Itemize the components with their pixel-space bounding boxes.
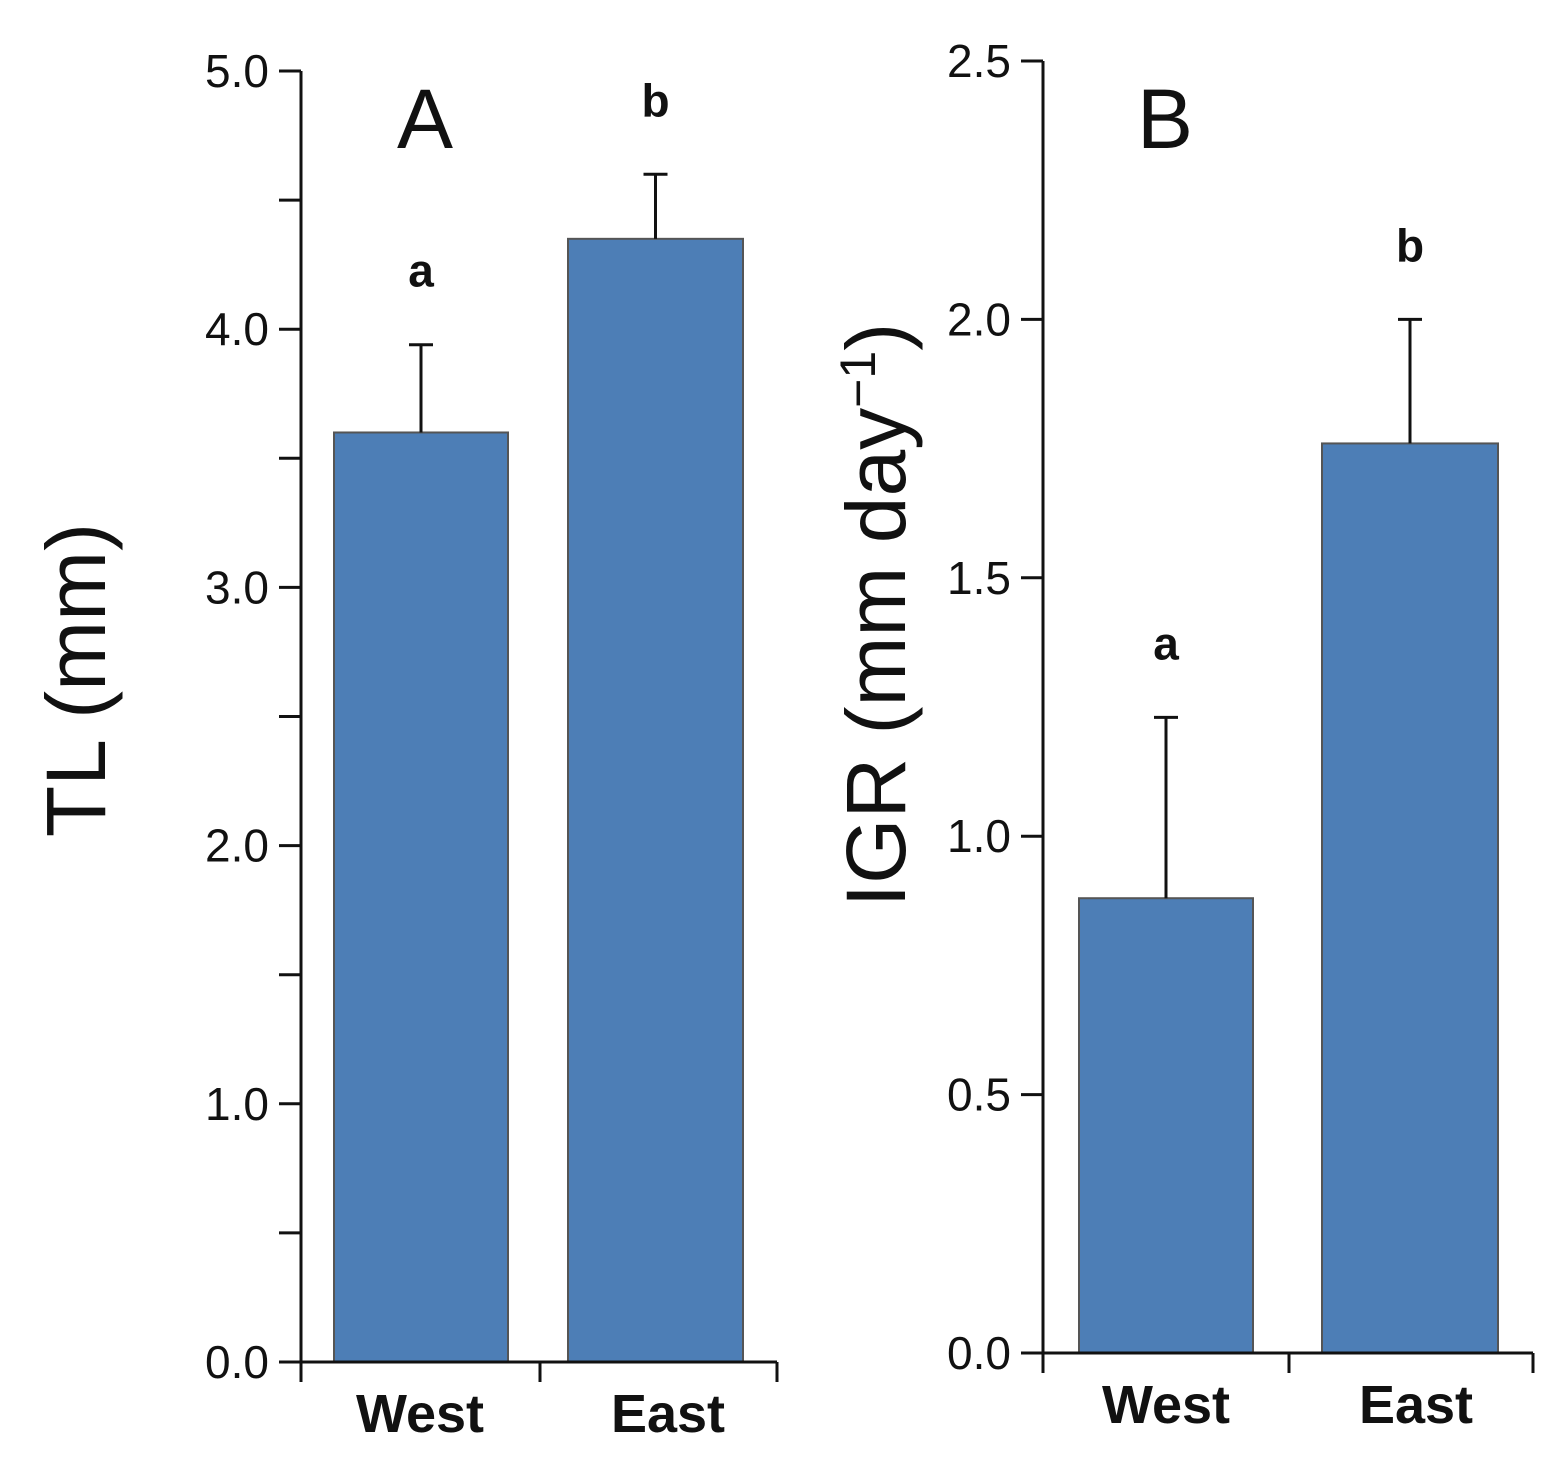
panel-b-y-tick-label: 2.0 (947, 293, 1011, 345)
panel-b-sig-label-west: a (1153, 617, 1179, 669)
panel-a-x-tick-label-west: West (356, 1384, 484, 1444)
panel-a-y-tick-label: 1.0 (205, 1078, 269, 1130)
panel-a-sig-label-east: b (641, 74, 669, 126)
panel-b-letter: B (1137, 72, 1193, 166)
panel-b-y-tick-label: 0.5 (947, 1069, 1011, 1121)
panel-a-sig-label-west: a (408, 245, 434, 297)
panel-a-y-tick-label: 3.0 (205, 561, 269, 613)
panel-a-bar-west (333, 431, 509, 1364)
panel-b: a b 0.0 0.5 1.0 1.5 2.0 2.5 West East B IGR (mm day… (829, 35, 1535, 1435)
panel-b-y-tick-label: 0.0 (947, 1327, 1011, 1379)
panel-b-x-tick-label-west: West (1102, 1375, 1230, 1435)
panel-a-y-axis-title: TL (mm) (29, 523, 123, 837)
panel-b-x-tick-label-east: East (1359, 1375, 1473, 1435)
panel-a-letter: A (397, 72, 453, 166)
panel-b-y-axis-title-main: IGR (mm day (829, 408, 923, 907)
panel-b-y-axis-title-sup: −1 (830, 351, 886, 408)
panel-a-y-tick-label: 2.0 (205, 820, 269, 872)
panel-b-bar-east (1321, 442, 1499, 1354)
panel-a-x-tick-label-east: East (611, 1384, 725, 1444)
panel-b-y-tick-label: 1.5 (947, 552, 1011, 604)
panel-a: a b 0.0 1.0 2.0 3.0 4.0 5.0 West East A TL (mm) (29, 45, 779, 1444)
panel-a-bar-east (567, 237, 744, 1364)
panel-b-bar-west (1078, 897, 1254, 1354)
panel-a-y-tick-label: 4.0 (205, 303, 269, 355)
panel-b-sig-label-east: b (1396, 219, 1424, 271)
panel-b-y-axis-title: IGR (mm day−1) (829, 323, 923, 907)
panel-a-y-tick-label: 5.0 (205, 45, 269, 97)
panel-b-y-tick-label: 1.0 (947, 810, 1011, 862)
panel-b-y-axis-title-close: ) (829, 323, 923, 351)
panel-a-y-tick-label: 0.0 (205, 1336, 269, 1388)
panel-b-y-tick-label: 2.5 (947, 35, 1011, 87)
